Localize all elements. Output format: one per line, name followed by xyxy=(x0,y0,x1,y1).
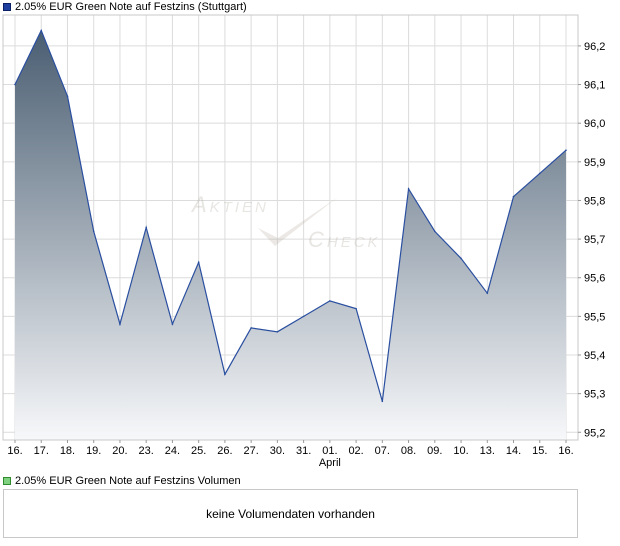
x-tick-label: 08. xyxy=(401,445,416,457)
x-tick-label: 09. xyxy=(427,445,442,457)
x-tick-label: 01. xyxy=(322,445,337,457)
x-tick-label: 24. xyxy=(165,445,180,457)
price-point-20 xyxy=(538,172,541,175)
price-line xyxy=(14,28,567,402)
x-tick-label: 23. xyxy=(139,445,154,457)
x-tick-label: 31. xyxy=(296,445,311,457)
price-point-6 xyxy=(171,323,174,325)
price-point-12 xyxy=(329,300,331,302)
x-axis-ticks: 16. 17. 18. 19. 20. 23. 24. 25. 26. 27. 30. 31. 01. 0… xyxy=(7,440,574,469)
price-point-7 xyxy=(197,261,200,264)
x-tick-label: 13. xyxy=(480,445,495,457)
x-tick-label: 16. xyxy=(7,445,22,457)
watermark: Aktien Check xyxy=(190,192,381,252)
x-tick-label: 19. xyxy=(86,445,101,457)
price-area xyxy=(15,30,566,440)
y-tick-label: 95,4 xyxy=(584,350,605,362)
price-point-15 xyxy=(407,188,410,190)
price-point-9 xyxy=(250,327,252,329)
price-point-13 xyxy=(355,307,357,310)
x-tick-label: 02. xyxy=(348,445,363,457)
plot-frame xyxy=(2,14,579,441)
y-tick-label: 95,9 xyxy=(584,157,605,169)
price-point-18 xyxy=(486,292,489,294)
y-tick-label: 96,0 xyxy=(584,118,605,130)
volume-legend-label: 2.05% EUR Green Note auf Festzins Volume… xyxy=(15,475,241,487)
watermark-text-1: Aktien xyxy=(190,192,269,217)
x-tick-label: 20. xyxy=(112,445,127,457)
y-tick-label: 95,5 xyxy=(584,311,605,323)
x-axis-month-label: April xyxy=(319,457,341,469)
y-axis-ticks: 96,2 96,1 96,0 95,9 95,8 95,7 95,6 95,5 95,4 95,3… xyxy=(578,41,605,439)
x-tick-label: 14. xyxy=(506,445,521,457)
plot-border xyxy=(2,14,579,441)
x-tick-label: 18. xyxy=(60,445,75,457)
price-point-3 xyxy=(92,230,95,233)
x-tick-label: 30. xyxy=(270,445,285,457)
x-tick-label: 25. xyxy=(191,445,206,457)
price-point-14 xyxy=(381,400,384,403)
price-point-2 xyxy=(66,95,69,97)
price-legend-swatch xyxy=(3,3,11,11)
watermark-text-2: Check xyxy=(308,227,381,252)
price-area-fill xyxy=(15,30,566,440)
volume-legend: 2.05% EUR Green Note auf Festzins Volume… xyxy=(3,474,241,488)
price-point-10 xyxy=(276,331,279,333)
price-point-5 xyxy=(145,226,147,229)
price-line-layer xyxy=(14,28,567,403)
volume-panel: keine Volumendaten vorhanden xyxy=(3,489,578,538)
price-point-19 xyxy=(512,195,515,198)
x-tick-label: 26. xyxy=(217,445,232,457)
y-tick-label: 95,2 xyxy=(584,427,605,439)
y-tick-label: 95,7 xyxy=(584,234,605,246)
price-point-8 xyxy=(224,373,226,376)
price-chart: Aktien Check 96,2 96,1 96,0 95,9 95,8 95,7 95,… xyxy=(2,14,605,469)
volume-legend-swatch xyxy=(3,477,11,485)
x-tick-label: 27. xyxy=(243,445,258,457)
x-tick-label: 07. xyxy=(375,445,390,457)
x-tick-label: 15. xyxy=(532,445,547,457)
y-tick-label: 96,2 xyxy=(584,41,605,53)
x-tick-label: 16. xyxy=(558,445,573,457)
x-tick-label: 17. xyxy=(34,445,49,457)
price-legend-label: 2.05% EUR Green Note auf Festzins (Stutt… xyxy=(15,1,247,13)
volume-empty-message: keine Volumendaten vorhanden xyxy=(206,506,375,521)
price-point-0 xyxy=(14,83,16,86)
price-point-17 xyxy=(460,257,462,260)
y-tick-label: 95,6 xyxy=(584,273,605,285)
y-tick-label: 96,1 xyxy=(584,80,605,92)
price-legend: 2.05% EUR Green Note auf Festzins (Stutt… xyxy=(3,0,247,14)
price-point-16 xyxy=(434,230,436,233)
price-point-11 xyxy=(302,315,305,318)
price-point-1 xyxy=(40,29,43,32)
price-point-4 xyxy=(119,323,121,325)
x-tick-label: 10. xyxy=(453,445,468,457)
price-point-21 xyxy=(565,149,567,152)
y-tick-label: 95,8 xyxy=(584,195,605,207)
y-tick-label: 95,3 xyxy=(584,389,605,401)
